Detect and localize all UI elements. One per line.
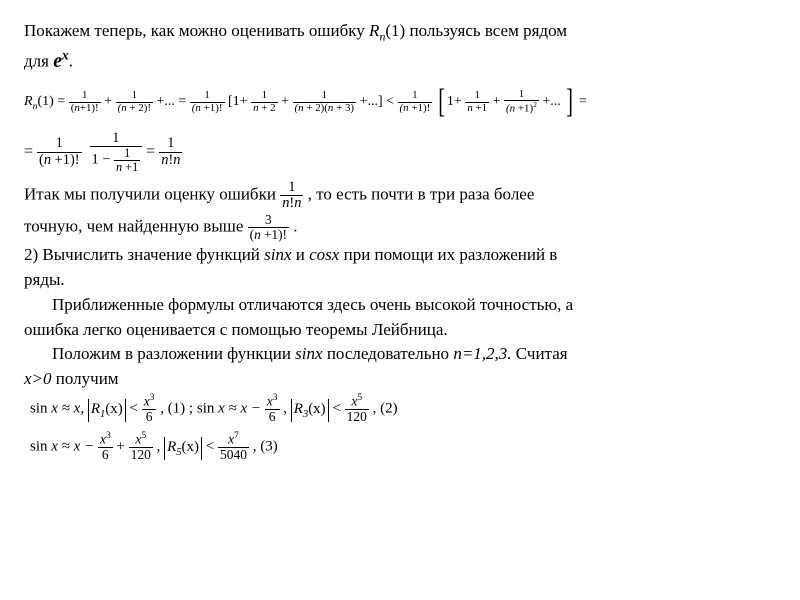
right-bracket-icon: ] xyxy=(567,79,574,124)
left-bracket-icon: [ xyxy=(438,79,445,124)
para-1b: для ex. xyxy=(24,46,776,75)
text: . xyxy=(293,216,297,235)
text: для xyxy=(24,52,53,71)
para-2b: точную, чем найденную выше 3(n +1)! . xyxy=(24,213,776,242)
text: ошибка легко оценивается с помощью теоре… xyxy=(24,320,448,339)
text: пользуясь всем рядом xyxy=(409,21,567,40)
para-4b: ошибка легко оценивается с помощью теоре… xyxy=(24,319,776,342)
text: Покажем теперь, как можно оценивать ошиб… xyxy=(24,21,369,40)
equation-rn-result: = 1(n +1)! 1 1 − 1n +1 = 1n!n xyxy=(24,131,776,174)
rn-symbol: Rn xyxy=(369,21,385,40)
text: последовательно xyxy=(323,344,454,363)
para-5b: x>0 получим xyxy=(24,368,776,391)
para-3b: ряды. xyxy=(24,269,776,292)
text: получим xyxy=(52,369,119,388)
text: . xyxy=(69,52,73,71)
n-eq: n=1,2,3. xyxy=(453,344,511,363)
text: 2) Вычислить значение функций xyxy=(24,245,264,264)
sinx: sinx xyxy=(264,245,291,264)
para-2: Итак мы получили оценку ошибки 1n!n , то… xyxy=(24,180,776,211)
para-4: Приближенные формулы отличаются здесь оч… xyxy=(24,294,776,317)
ex-symbol: ex xyxy=(53,51,69,72)
equation-rn-expansion: Rn(1) = 1(n+1)! + 1(n + 2)! +... = 1(n +… xyxy=(24,79,776,124)
sinx: sinx xyxy=(295,344,322,363)
para-1: Покажем теперь, как можно оценивать ошиб… xyxy=(24,20,776,44)
cosx: cosx xyxy=(309,245,339,264)
text: Положим в разложении функции xyxy=(52,344,295,363)
text: и xyxy=(292,245,310,264)
para-3: 2) Вычислить значение функций sinx и cos… xyxy=(24,244,776,267)
equation-sin-1-2: sin x ≈ x, R1(x) < x36 , (1) ; sin x ≈ x… xyxy=(24,394,776,424)
text: Итак мы получили оценку ошибки xyxy=(24,184,280,203)
para-5: Положим в разложении функции sinx послед… xyxy=(24,343,776,366)
text: ряды. xyxy=(24,270,65,289)
text: Приближенные формулы отличаются здесь оч… xyxy=(52,295,573,314)
x-gt-0: x>0 xyxy=(24,369,52,388)
equation-sin-3: sin x ≈ x − x36 + x5120 , R5(x) < x75040… xyxy=(24,432,776,462)
text: точную, чем найденную выше xyxy=(24,216,248,235)
text: при помощи их разложений в xyxy=(339,245,557,264)
text: Считая xyxy=(512,344,568,363)
text: , то есть почти в три раза более xyxy=(308,184,535,203)
rn-arg: (1) xyxy=(385,21,405,40)
